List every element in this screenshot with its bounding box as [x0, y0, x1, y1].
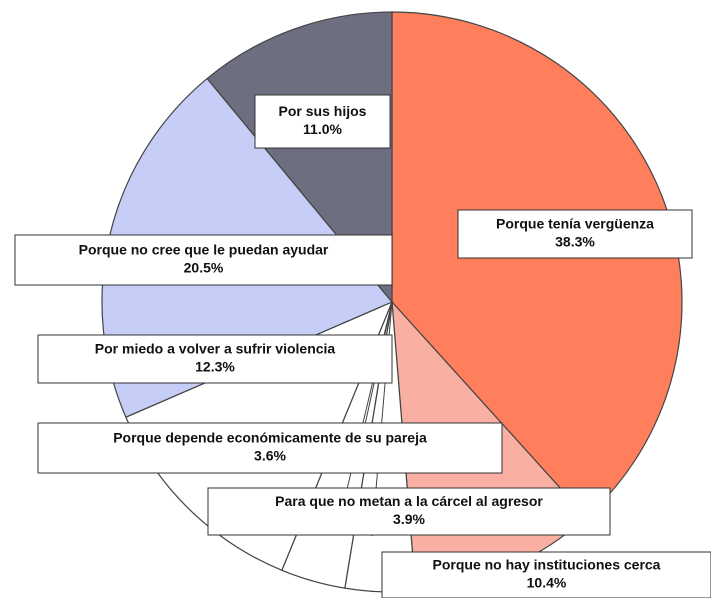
slice-value: 38.3%: [555, 234, 595, 250]
slice-label: Porque tenía vergüenza: [496, 216, 654, 232]
label-box: [254, 94, 391, 149]
pie-slice: [391, 11, 683, 518]
slice-label: Por sus hijos: [279, 103, 367, 119]
slice-label: Porque no cree que le puedan ayudar: [79, 242, 329, 258]
slice-value: 20.5%: [184, 260, 224, 276]
label-box: [37, 334, 393, 384]
slice-value: 11.0%: [303, 121, 342, 137]
label-box: [457, 209, 693, 259]
label-box: [381, 551, 711, 598]
pie-slice: [206, 11, 393, 304]
slice-value: 10.4%: [527, 575, 567, 591]
label-box: [14, 234, 393, 286]
slice-label: Para que no metan a la cárcel al agresor: [275, 493, 543, 509]
slice-value: 3.9%: [393, 511, 425, 527]
label-box: [37, 422, 503, 474]
label-box: [207, 487, 611, 536]
slice-label: Por miedo a volver a sufrir violencia: [95, 341, 336, 357]
slice-value: 3.6%: [254, 448, 286, 464]
slice-label: Porque depende económicamente de su pare…: [113, 430, 427, 446]
slice-label: Porque no hay instituciones cerca: [433, 557, 661, 573]
slice-value: 12.3%: [195, 359, 235, 375]
